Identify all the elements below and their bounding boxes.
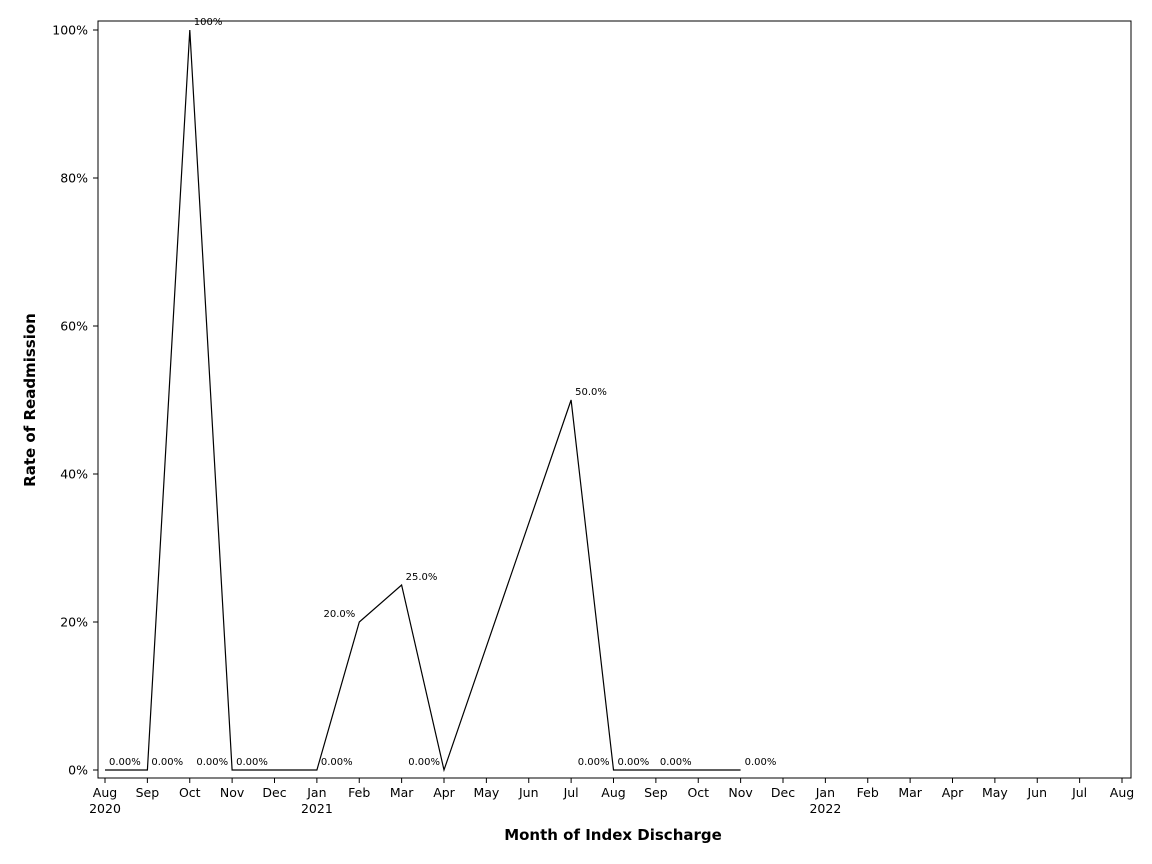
data-label: 50.0% — [575, 387, 607, 398]
x-tick-year-label: 2021 — [301, 801, 333, 816]
x-tick-label: May — [473, 785, 499, 800]
x-tick-label: Jan — [306, 785, 326, 800]
data-label: 0.00% — [745, 757, 777, 768]
y-axis: 0% 20% 40% 60% 80% 100% — [52, 23, 98, 778]
x-tick-label: Mar — [390, 785, 414, 800]
data-label: 0.00% — [618, 757, 650, 768]
x-tick-label: Oct — [687, 785, 709, 800]
data-label: 0.00% — [196, 757, 228, 768]
data-label: 25.0% — [406, 572, 438, 583]
data-label: 0.00% — [660, 757, 692, 768]
x-tick-label: Sep — [136, 785, 160, 800]
x-tick-label: Feb — [348, 785, 370, 800]
plot-frame — [97, 20, 1132, 779]
data-label: 20.0% — [323, 609, 355, 620]
data-labels: 0.00% 0.00% 100% 0.00% 0.00% 0.00% 20.0% 25.0% 0… — [109, 17, 776, 768]
x-tick-label: Aug — [93, 785, 117, 800]
data-label: 100% — [194, 17, 223, 28]
y-axis-title: Rate of Readmission — [21, 313, 39, 487]
data-label: 0.00% — [109, 757, 141, 768]
x-tick-label: May — [982, 785, 1008, 800]
x-tick-label: Aug — [601, 785, 625, 800]
x-tick-label: Nov — [220, 785, 245, 800]
x-axis-title: Month of Index Discharge — [504, 826, 722, 844]
y-tick-label: 100% — [52, 23, 88, 38]
x-tick-year-label: 2022 — [809, 801, 841, 816]
x-tick-label: Jun — [1026, 785, 1047, 800]
y-tick-label: 20% — [60, 615, 88, 630]
x-tick-label: Apr — [433, 785, 455, 800]
x-tick-label: Jan — [815, 785, 835, 800]
x-tick-label: Sep — [644, 785, 668, 800]
x-tick-year-label: 2020 — [89, 801, 121, 816]
x-tick-label: Mar — [898, 785, 922, 800]
x-tick-label: Apr — [942, 785, 964, 800]
y-tick-label: 40% — [60, 467, 88, 482]
x-tick-label: Oct — [179, 785, 201, 800]
series-layer — [105, 29, 741, 773]
data-label: 0.00% — [408, 757, 440, 768]
x-tick-label: Dec — [262, 785, 286, 800]
data-label: 0.00% — [151, 757, 183, 768]
data-label: 0.00% — [321, 757, 353, 768]
y-tick-label: 0% — [68, 763, 88, 778]
x-tick-label: Nov — [728, 785, 753, 800]
x-tick-label: Feb — [857, 785, 879, 800]
y-tick-label: 80% — [60, 171, 88, 186]
data-label: 0.00% — [236, 757, 268, 768]
data-label: 0.00% — [578, 757, 610, 768]
series-line — [105, 29, 741, 773]
x-tick-label: Jul — [563, 785, 579, 800]
x-tick-label: Dec — [771, 785, 795, 800]
x-tick-label: Jun — [518, 785, 539, 800]
y-tick-label: 60% — [60, 319, 88, 334]
x-tick-label: Aug — [1110, 785, 1134, 800]
x-tick-label: Jul — [1071, 785, 1087, 800]
